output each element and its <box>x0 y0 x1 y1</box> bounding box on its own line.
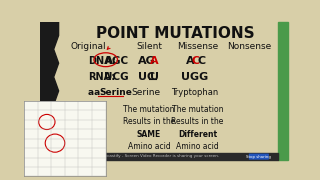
Text: Original: Original <box>70 42 106 51</box>
Text: U: U <box>150 72 159 82</box>
Text: SAME: SAME <box>137 130 161 139</box>
Text: Amino acid: Amino acid <box>128 142 171 151</box>
Text: Missense: Missense <box>177 42 218 51</box>
Text: The mutation: The mutation <box>124 105 175 114</box>
Text: A: A <box>150 56 158 66</box>
Text: UCG: UCG <box>104 72 129 82</box>
Text: RNA:: RNA: <box>88 72 116 82</box>
Text: POINT MUTATIONS: POINT MUTATIONS <box>96 26 254 41</box>
Text: Serine: Serine <box>132 88 161 97</box>
FancyBboxPatch shape <box>249 154 269 160</box>
Text: Amino acid: Amino acid <box>176 142 219 151</box>
Text: A: A <box>186 56 195 66</box>
Text: UGG: UGG <box>181 72 208 82</box>
Bar <box>59 153 277 160</box>
Text: Silent: Silent <box>136 42 162 51</box>
Text: Stop sharing: Stop sharing <box>246 155 271 159</box>
Text: C: C <box>197 56 205 66</box>
Text: Results in the: Results in the <box>123 117 175 126</box>
Text: Screencastify - Screen Video Recorder is sharing your screen.: Screencastify - Screen Video Recorder is… <box>93 154 220 158</box>
Text: C: C <box>192 56 200 66</box>
Text: UC: UC <box>138 72 155 82</box>
Text: Serine: Serine <box>100 88 132 97</box>
Text: The mutation: The mutation <box>172 105 223 114</box>
Text: Nonsense: Nonsense <box>228 42 272 51</box>
Text: Different: Different <box>178 130 217 139</box>
Text: AG: AG <box>138 56 156 66</box>
Text: AGC: AGC <box>104 56 129 66</box>
Text: DNA:: DNA: <box>88 56 116 66</box>
Text: aa:: aa: <box>88 88 108 97</box>
Bar <box>277 22 288 160</box>
Text: Tryptophan: Tryptophan <box>171 88 218 97</box>
Text: Results in the: Results in the <box>171 117 224 126</box>
Polygon shape <box>40 22 59 160</box>
